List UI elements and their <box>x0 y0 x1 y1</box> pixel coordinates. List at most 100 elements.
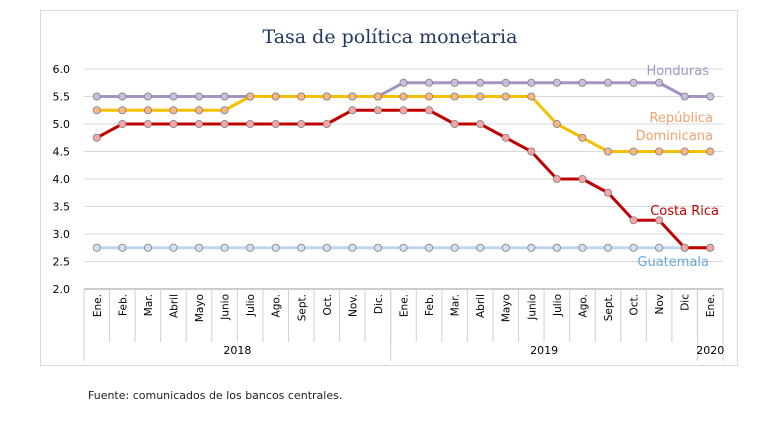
data-point <box>501 78 510 87</box>
data-point <box>297 243 306 252</box>
chart-frame: Tasa de política monetaria 6.0 5.5 5.0 4.5 4.… <box>40 10 738 366</box>
data-point <box>92 133 101 142</box>
data-point <box>195 243 204 252</box>
data-point <box>322 243 331 252</box>
data-point <box>399 92 408 101</box>
x-tick-label: Ene. <box>92 294 104 317</box>
data-point <box>425 92 434 101</box>
x-tick-label: Dic <box>680 294 692 311</box>
x-tick-label: Ene. <box>399 294 411 317</box>
line-chart: Tasa de política monetaria 6.0 5.5 5.0 4.5 4.… <box>53 26 724 361</box>
x-tick-label: Dic. <box>373 294 385 314</box>
data-point <box>195 92 204 101</box>
data-point <box>92 243 101 252</box>
data-point <box>680 243 689 252</box>
data-point <box>680 147 689 156</box>
data-point <box>501 243 510 252</box>
data-point <box>169 243 178 252</box>
data-point <box>655 243 664 252</box>
data-point <box>706 243 715 252</box>
x-tick-label: Ene. <box>705 294 717 317</box>
data-point <box>246 243 255 252</box>
data-point <box>578 78 587 87</box>
data-point <box>527 243 536 252</box>
y-tick-label: 5.0 <box>53 118 71 131</box>
data-point <box>348 243 357 252</box>
data-point <box>322 120 331 129</box>
data-point <box>246 120 255 129</box>
series-label: Guatemala <box>637 255 709 270</box>
data-point <box>476 78 485 87</box>
data-point <box>527 92 536 101</box>
y-tick-label: 6.0 <box>53 63 71 76</box>
data-point <box>118 243 127 252</box>
data-point <box>527 78 536 87</box>
data-point <box>220 92 229 101</box>
data-point <box>552 78 561 87</box>
data-point <box>220 106 229 115</box>
series-label: Honduras <box>646 64 709 79</box>
data-point <box>603 188 612 197</box>
x-tick-label: Junio <box>220 294 232 321</box>
x-tick-label: Sept. <box>603 294 615 321</box>
data-point <box>399 106 408 115</box>
x-tick-label: Mayo <box>501 294 513 322</box>
data-point <box>476 120 485 129</box>
data-point <box>706 92 715 101</box>
data-point <box>297 120 306 129</box>
data-point <box>373 92 382 101</box>
x-tick-label: Abril <box>475 294 487 318</box>
y-tick-label: 3.0 <box>53 228 71 241</box>
data-point <box>425 243 434 252</box>
data-point <box>399 78 408 87</box>
data-point <box>297 92 306 101</box>
year-label: 2020 <box>696 344 724 357</box>
series-label: Costa Rica <box>650 204 719 219</box>
data-point <box>629 243 638 252</box>
x-tick-label: Feb. <box>117 294 129 316</box>
x-tick-label: Ago. <box>577 294 589 317</box>
y-tick-label: 2.5 <box>53 256 71 269</box>
y-tick-label: 3.5 <box>53 201 71 214</box>
x-tick-label: Julio <box>552 294 564 317</box>
x-tick-label: Feb. <box>424 294 436 316</box>
data-point <box>92 92 101 101</box>
year-label: 2019 <box>530 344 558 357</box>
data-point <box>425 106 434 115</box>
data-point <box>450 120 459 129</box>
data-point <box>169 106 178 115</box>
data-point <box>143 92 152 101</box>
x-tick-label: Sept. <box>296 294 308 321</box>
series-label: Dominicana <box>636 129 713 144</box>
data-point <box>246 92 255 101</box>
series-label: República <box>649 111 713 126</box>
chart-title: Tasa de política monetaria <box>263 26 518 48</box>
x-tick-label: Nov. <box>347 294 359 317</box>
data-point <box>373 106 382 115</box>
data-point <box>271 120 280 129</box>
x-tick-label: Ago. <box>271 294 283 317</box>
data-point <box>271 92 280 101</box>
data-point <box>92 106 101 115</box>
data-point <box>527 147 536 156</box>
data-point <box>118 120 127 129</box>
data-point <box>195 120 204 129</box>
data-point <box>629 147 638 156</box>
data-point <box>603 78 612 87</box>
data-point <box>399 243 408 252</box>
data-point <box>476 243 485 252</box>
data-point <box>169 120 178 129</box>
y-tick-label: 5.5 <box>53 91 71 104</box>
data-point <box>450 78 459 87</box>
x-tick-label: Julio <box>245 294 257 317</box>
data-point <box>271 243 280 252</box>
data-point <box>552 120 561 129</box>
data-point <box>143 120 152 129</box>
data-point <box>450 92 459 101</box>
data-point <box>603 243 612 252</box>
data-point <box>143 106 152 115</box>
x-tick-label: Abril <box>168 294 180 318</box>
data-point <box>220 243 229 252</box>
data-point <box>348 92 357 101</box>
data-point <box>348 106 357 115</box>
